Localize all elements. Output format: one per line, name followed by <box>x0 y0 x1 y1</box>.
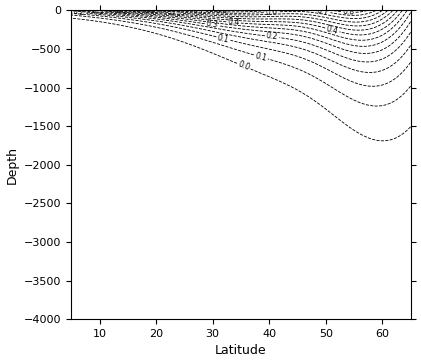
Text: 0.1: 0.1 <box>254 51 268 63</box>
Text: 0.3: 0.3 <box>205 20 218 30</box>
Text: 0.5: 0.5 <box>169 8 182 18</box>
Text: 0.8: 0.8 <box>342 8 354 17</box>
Text: 0.2: 0.2 <box>72 8 85 17</box>
Text: 0.4: 0.4 <box>227 17 240 28</box>
Text: 0.7: 0.7 <box>317 6 330 17</box>
Text: 0.6: 0.6 <box>144 6 156 16</box>
Text: 0.6: 0.6 <box>265 7 277 17</box>
Text: 0.2: 0.2 <box>266 32 279 42</box>
Text: 0.8: 0.8 <box>215 6 227 15</box>
Text: 0.3: 0.3 <box>91 7 104 16</box>
X-axis label: Latitude: Latitude <box>215 344 267 358</box>
Text: 0.4: 0.4 <box>325 24 339 36</box>
Text: 0.7: 0.7 <box>192 6 205 16</box>
Text: 0.1: 0.1 <box>216 33 230 44</box>
Text: 0.0: 0.0 <box>237 60 251 73</box>
Text: 0.5: 0.5 <box>115 6 128 16</box>
Y-axis label: Depth: Depth <box>5 146 19 184</box>
